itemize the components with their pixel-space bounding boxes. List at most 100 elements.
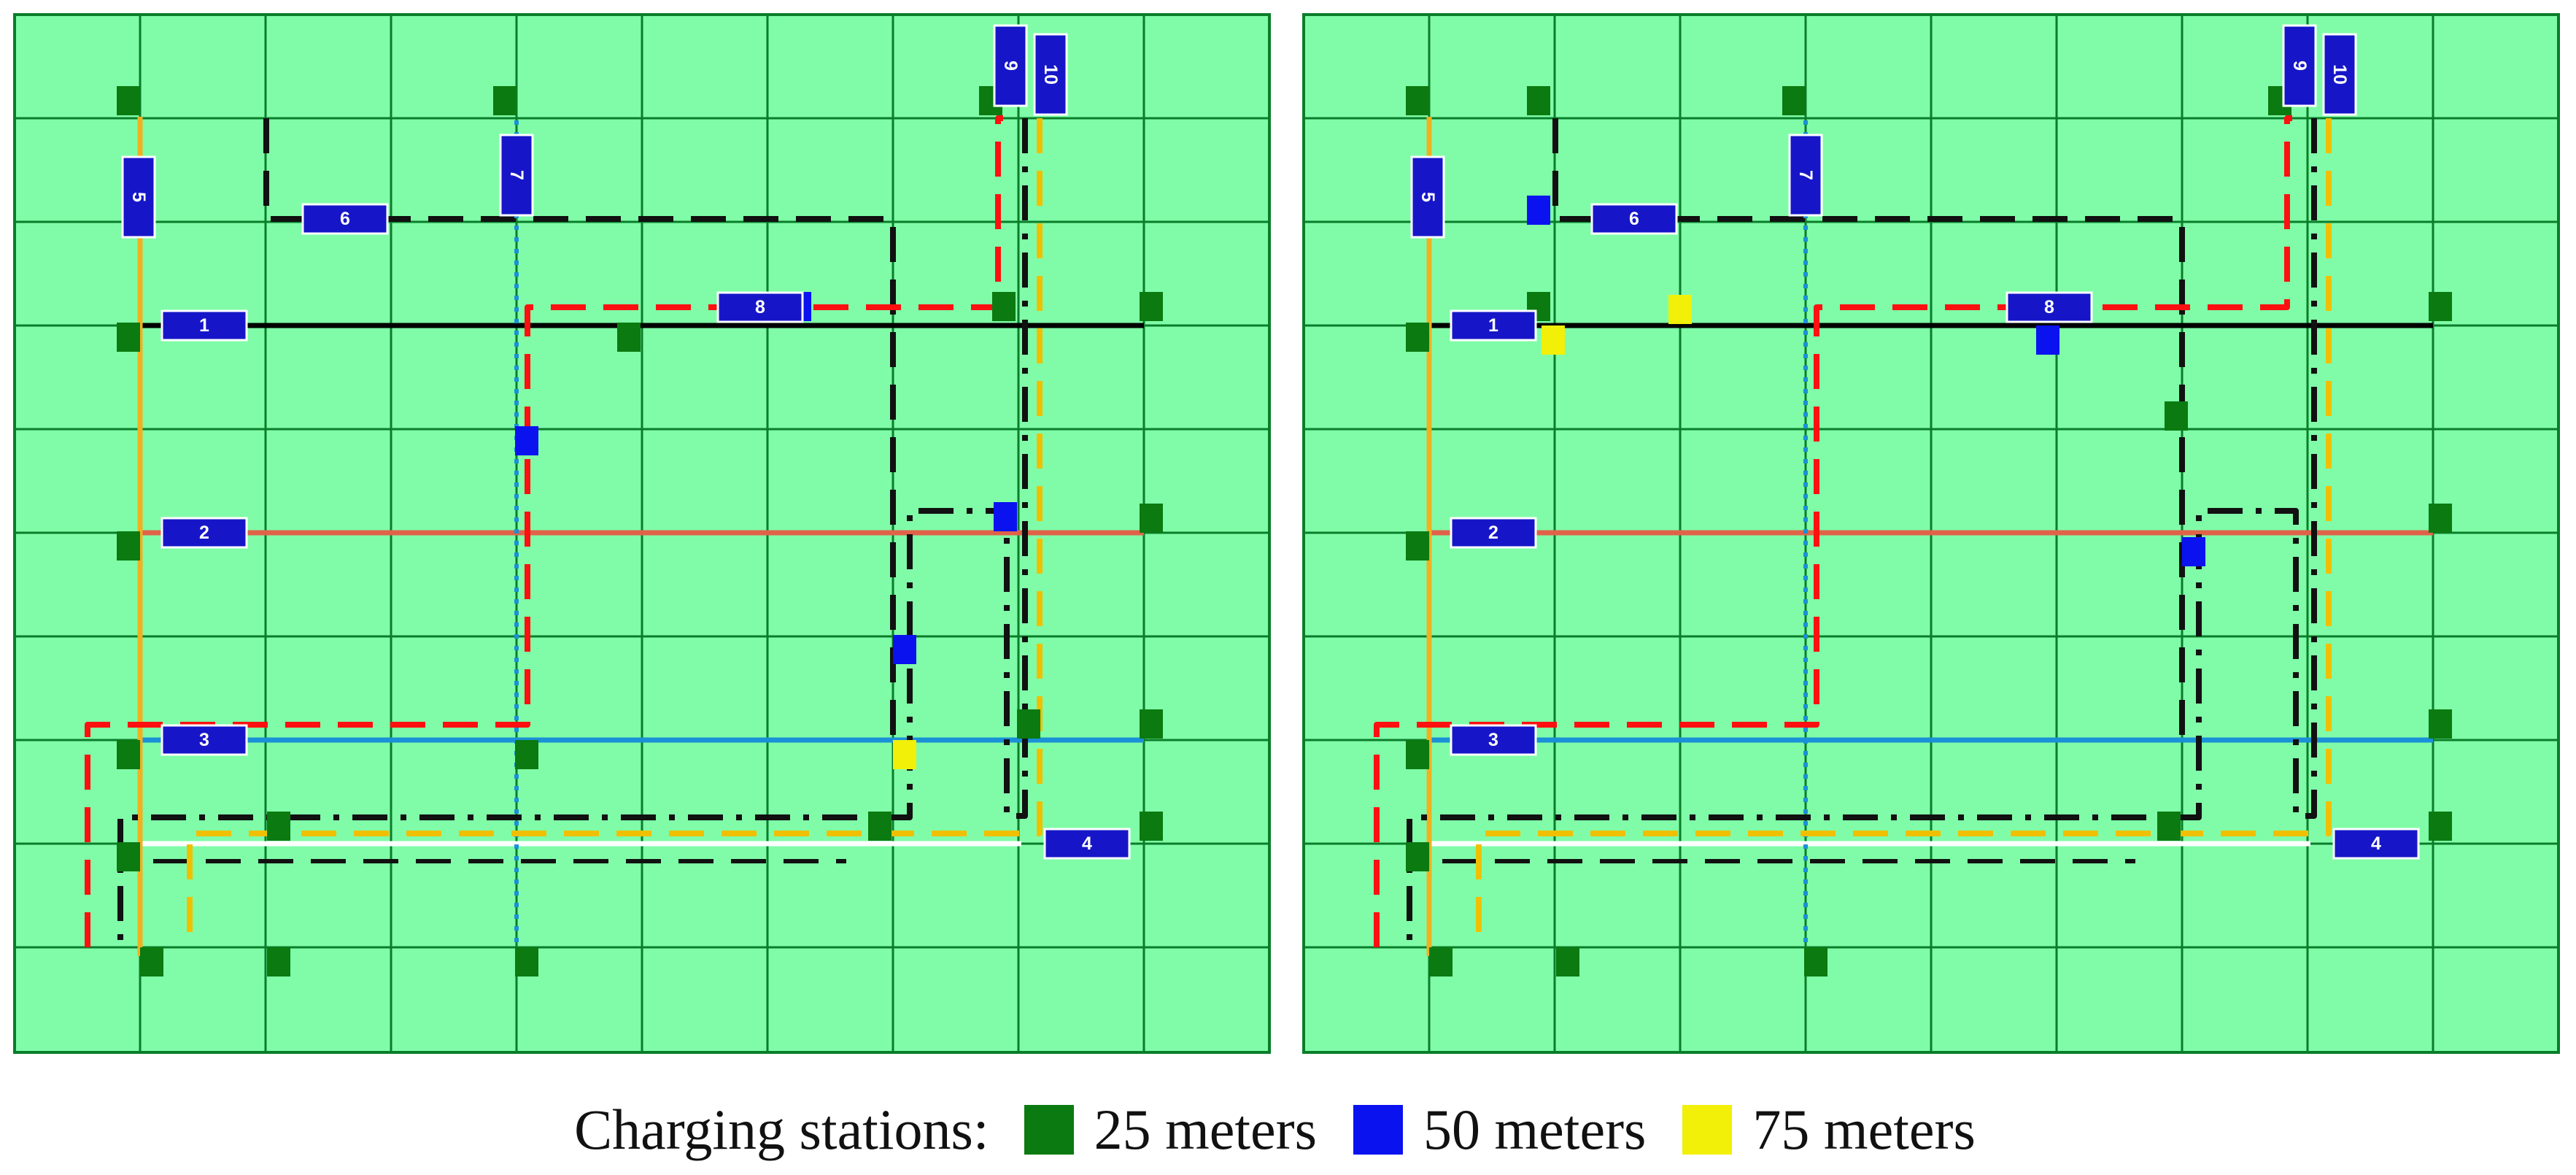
route-label-text: 2 <box>199 523 209 543</box>
route-line-8 <box>85 115 1003 947</box>
route-label-2: 2 <box>160 517 248 549</box>
charging-station-25m <box>2165 401 2188 431</box>
route-label-3: 3 <box>160 724 248 756</box>
route-label-text: 7 <box>1795 170 1816 180</box>
route-label-text: 5 <box>1417 192 1438 202</box>
route-label-text: 10 <box>1040 64 1061 85</box>
route-label-9: 9 <box>2282 24 2317 107</box>
route-label-7: 7 <box>1788 134 1823 217</box>
charging-station-25m <box>868 812 891 841</box>
route-label-text: 2 <box>1488 523 1498 543</box>
route-label-text: 4 <box>1082 833 1092 854</box>
route-label-1: 1 <box>1450 309 1537 342</box>
charging-station-25m <box>1527 86 1550 115</box>
route-label-box <box>160 309 248 342</box>
route-label-box <box>716 291 804 323</box>
charging-station-25m <box>1429 947 1453 976</box>
charging-station-25m <box>1017 709 1040 739</box>
route-line-9 <box>1407 118 2317 947</box>
charging-station-50m <box>994 502 1017 531</box>
route-label-5: 5 <box>121 155 156 239</box>
route-label-6: 6 <box>1590 203 1678 235</box>
charging-station-25m <box>1406 323 1429 352</box>
legend-title: Charging stations: <box>574 1097 989 1161</box>
route-label-5: 5 <box>1410 155 1445 239</box>
route-label-6: 6 <box>301 203 389 235</box>
route-label-text: 7 <box>506 170 527 180</box>
legend-swatch-25 <box>1024 1104 1074 1155</box>
route-label-text: 6 <box>1629 209 1639 229</box>
route-label-7: 7 <box>499 134 534 217</box>
charging-station-25m <box>1804 947 1827 976</box>
route-label-text: 3 <box>199 730 209 750</box>
legend-label-50: 50 meters <box>1423 1097 1647 1161</box>
charging-station-25m <box>117 740 140 769</box>
route-label-text: 10 <box>2329 64 2350 85</box>
route-label-text: 8 <box>2044 297 2054 317</box>
charging-station-25m <box>2429 709 2452 739</box>
route-label-box <box>121 155 156 239</box>
legend-swatch-75 <box>1682 1104 1733 1155</box>
charging-station-75m <box>1668 295 1692 324</box>
route-label-text: 1 <box>199 315 209 336</box>
route-label-box <box>1033 33 1068 116</box>
charging-station-25m <box>2429 292 2452 321</box>
route-label-box <box>1450 724 1537 756</box>
route-label-text: 1 <box>1488 315 1498 336</box>
charging-station-25m <box>2429 504 2452 533</box>
route-label-10: 10 <box>2322 33 2357 116</box>
charging-station-25m <box>140 947 163 976</box>
charging-station-50m <box>2036 325 2059 355</box>
charging-station-25m <box>1406 842 1429 871</box>
charging-station-25m <box>1140 292 1163 321</box>
route-label-4: 4 <box>1043 828 1131 860</box>
route-label-box <box>160 517 248 549</box>
charging-station-25m <box>267 947 290 976</box>
route-label-9: 9 <box>993 24 1028 107</box>
legend-swatch-50 <box>1353 1104 1403 1155</box>
charging-station-25m <box>1140 709 1163 739</box>
charging-station-25m <box>1140 812 1163 841</box>
right-map-panel: 1 2 3 4 5 6 7 8 9 10 <box>1302 13 2560 1054</box>
route-label-8: 8 <box>2006 291 2093 323</box>
route-label-box <box>499 134 534 217</box>
route-label-box <box>993 24 1028 107</box>
charging-station-25m <box>1406 740 1429 769</box>
route-label-4: 4 <box>2332 828 2420 860</box>
charging-station-25m <box>1406 86 1429 115</box>
charging-station-25m <box>2429 812 2452 841</box>
route-label-box <box>1450 517 1537 549</box>
route-label-text: 9 <box>1000 61 1021 71</box>
route-label-8: 8 <box>716 291 804 323</box>
route-label-10: 10 <box>1033 33 1068 116</box>
charging-station-75m <box>893 740 916 769</box>
charging-station-50m <box>515 426 538 455</box>
charging-station-50m <box>1527 196 1550 225</box>
charging-station-25m <box>117 323 140 352</box>
charging-station-25m <box>992 292 1016 321</box>
charging-station-25m <box>117 531 140 560</box>
route-label-box <box>2006 291 2093 323</box>
charging-station-50m <box>893 635 916 664</box>
route-label-box <box>1410 155 1445 239</box>
legend-label-75: 75 meters <box>1752 1097 1976 1161</box>
charging-station-75m <box>1542 325 1565 355</box>
route-label-text: 5 <box>128 192 149 202</box>
route-label-box <box>1590 203 1678 235</box>
route-label-3: 3 <box>1450 724 1537 756</box>
route-label-box <box>2322 33 2357 116</box>
charging-station-25m <box>117 842 140 871</box>
charging-station-25m <box>2157 812 2181 841</box>
route-label-1: 1 <box>160 309 248 342</box>
route-label-2: 2 <box>1450 517 1537 549</box>
charging-station-25m <box>515 740 538 769</box>
route-label-text: 3 <box>1488 730 1498 750</box>
route-label-box <box>1788 134 1823 217</box>
route-label-box <box>2332 828 2420 860</box>
charging-station-25m <box>617 323 641 352</box>
charging-station-25m <box>515 947 538 976</box>
charging-station-25m <box>1406 531 1429 560</box>
route-label-text: 9 <box>2289 61 2310 71</box>
charging-station-25m <box>1556 947 1579 976</box>
